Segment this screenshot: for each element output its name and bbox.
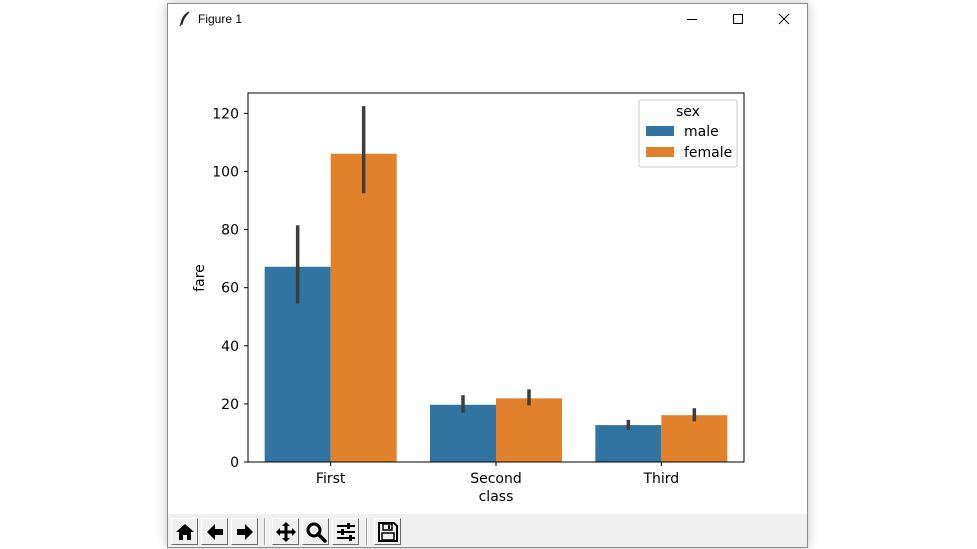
floppy-disk-icon [377, 521, 398, 542]
bar-second-female [496, 398, 562, 462]
minimize-button[interactable] [669, 4, 715, 34]
bar-second-male [430, 404, 496, 462]
toolbar-separator [264, 518, 266, 545]
bar-third-female [661, 415, 728, 462]
minimize-icon [687, 19, 697, 20]
save-button[interactable] [374, 518, 401, 545]
close-button[interactable] [761, 4, 807, 34]
y-tick-label: 40 [221, 339, 239, 355]
y-axis-label: fare [192, 264, 208, 292]
legend: sex male female [638, 99, 738, 168]
y-tick-label: 80 [221, 223, 239, 239]
configure-subplots-button[interactable] [332, 518, 359, 545]
forward-button[interactable] [231, 518, 258, 545]
move-icon [275, 521, 296, 542]
toolbar-separator [366, 518, 368, 545]
window-title: Figure 1 [198, 12, 243, 26]
feather-icon [179, 11, 190, 27]
y-tick-label: 60 [221, 281, 239, 297]
legend-label-male: male [684, 124, 719, 140]
legend-swatch-male [646, 126, 674, 136]
legend-swatch-female [646, 147, 674, 157]
bar-first-female [330, 153, 397, 462]
maximize-icon [733, 14, 743, 24]
home-icon [175, 523, 194, 540]
close-icon [778, 13, 790, 25]
x-tick-label: Second [470, 471, 522, 487]
y-tick-label: 0 [230, 455, 239, 471]
home-button[interactable] [171, 518, 198, 545]
x-axis-label: class [479, 489, 514, 505]
bar-third-male [595, 425, 662, 462]
y-tick-label: 100 [212, 164, 239, 180]
zoom-button[interactable] [302, 518, 329, 545]
bar-chart: First Second Third 0 20 40 60 80 100 120 class fa… [192, 92, 745, 505]
y-tick-label: 120 [212, 106, 239, 122]
legend-label-female: female [684, 145, 732, 161]
sliders-icon [336, 522, 355, 541]
x-tick-label: Third [642, 471, 679, 487]
pan-button[interactable] [272, 518, 299, 545]
arrow-left-icon [206, 523, 223, 540]
maximize-button[interactable] [715, 4, 761, 34]
toolbar [168, 514, 807, 547]
figure-window: Figure 1 First Second Third 0 20 40 60 80 100 120… [167, 3, 808, 548]
back-button[interactable] [201, 518, 228, 545]
title-bar[interactable]: Figure 1 [168, 4, 807, 34]
y-tick-label: 20 [221, 397, 239, 413]
magnifier-icon [306, 522, 327, 543]
legend-title: sex [676, 104, 700, 120]
x-tick-label: First [316, 471, 346, 487]
arrow-right-icon [236, 523, 253, 540]
